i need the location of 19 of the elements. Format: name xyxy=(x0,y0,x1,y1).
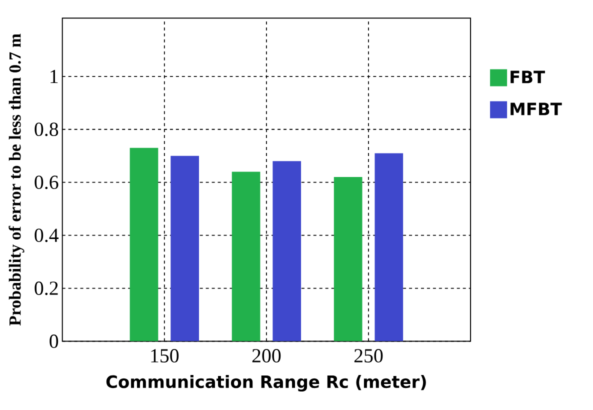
bar xyxy=(374,153,404,342)
bar xyxy=(170,156,199,342)
bar xyxy=(232,172,260,342)
legend-label: MFBT xyxy=(510,102,562,116)
y-tick-label: 0.6 xyxy=(34,176,58,190)
y-tick-label: 0 xyxy=(50,334,58,348)
x-tick-label: 150 xyxy=(151,348,179,362)
bar xyxy=(130,148,158,342)
x-tick-label: 250 xyxy=(354,348,383,362)
bar xyxy=(334,176,362,342)
bar xyxy=(272,161,302,342)
y-axis-title: Probability of error to be less than 0.7 m xyxy=(8,34,24,326)
legend-label: FBT xyxy=(510,70,545,84)
x-tick-label: 200 xyxy=(252,348,281,362)
y-tick-label: 0.4 xyxy=(34,228,59,242)
x-axis-title: Communication Range Rc (meter) xyxy=(106,374,426,392)
y-tick-label: 0.8 xyxy=(34,122,58,136)
y-tick-label: 0.2 xyxy=(34,281,58,295)
y-tick-label: 1 xyxy=(50,70,58,83)
